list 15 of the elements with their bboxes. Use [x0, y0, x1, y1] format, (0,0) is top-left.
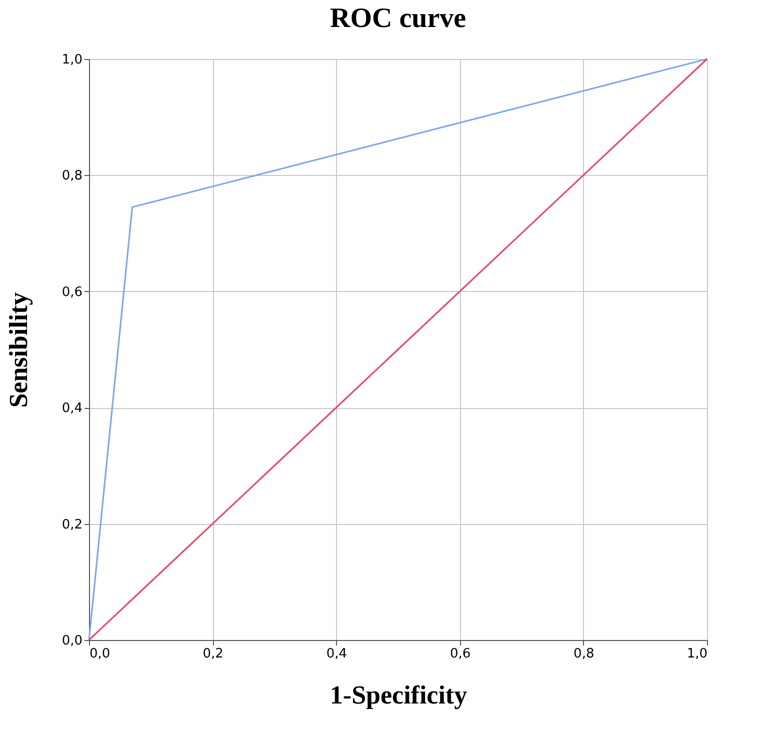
x-tick-label: 0,2 — [202, 646, 224, 662]
x-axis-title: 1-Specificity — [330, 680, 468, 710]
x-tick-label: 0,8 — [574, 646, 594, 662]
y-tick-label: 0,8 — [62, 168, 82, 184]
y-tick-label: 0,4 — [62, 401, 82, 416]
x-tick-label: 0,0 — [90, 646, 110, 662]
y-axis-title: Sensibility — [4, 292, 33, 408]
y-tick-label: 1,0 — [62, 52, 82, 68]
y-tick-label: 0,0 — [62, 634, 82, 648]
chart-title: ROC curve — [330, 3, 466, 34]
y-tick-label: 0,6 — [62, 284, 82, 300]
x-tick-label: 0,4 — [326, 646, 348, 662]
x-tick-label: 1,0 — [686, 646, 708, 662]
x-tick-label: 0,6 — [450, 646, 471, 662]
y-tick-label: 0,2 — [62, 517, 82, 532]
